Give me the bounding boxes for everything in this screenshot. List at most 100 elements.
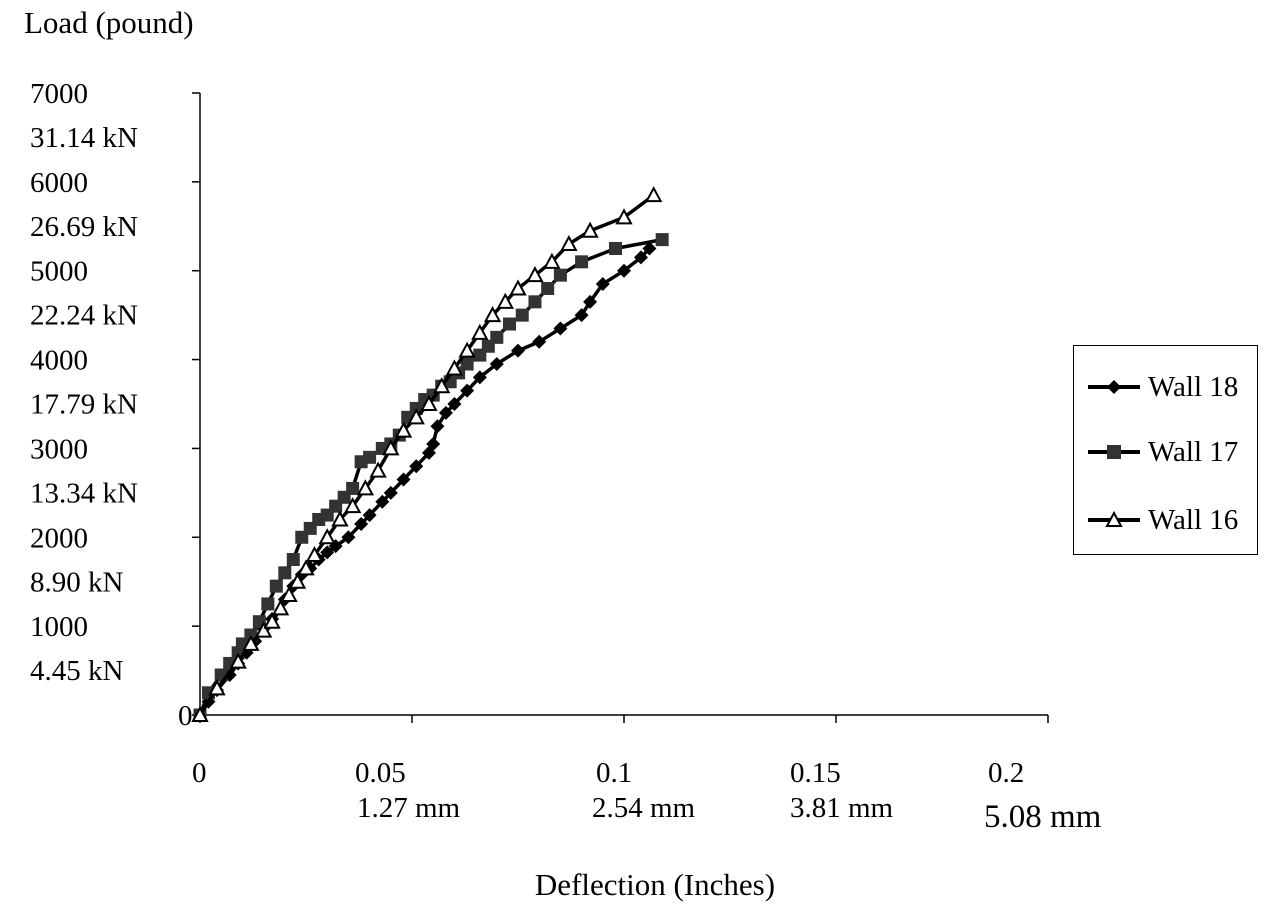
data-point (642, 241, 657, 256)
data-point (382, 439, 400, 456)
y-tick-label: 7000 (30, 78, 88, 110)
data-point (383, 485, 398, 500)
x-tick-label: 0.15 (790, 757, 841, 789)
data-point (354, 516, 369, 531)
data-point (269, 579, 283, 593)
data-point (617, 263, 631, 278)
data-point (430, 419, 445, 434)
y-tick-sublabel: 4.45 kN (30, 655, 124, 687)
data-point (655, 233, 669, 247)
data-point (318, 528, 336, 545)
data-point (356, 479, 375, 496)
data-point (320, 545, 335, 560)
data-point (541, 281, 555, 295)
data-point (407, 408, 425, 425)
y-tick-sublabel: 31.14 kN (30, 122, 138, 154)
y-tick-sublabel: 17.79 kN (30, 389, 138, 421)
data-point (503, 317, 517, 331)
legend: Wall 18 Wall 17 Wall 16 (1073, 345, 1258, 555)
series-wall-16 (191, 186, 663, 722)
axes (192, 92, 1049, 723)
data-point (409, 459, 424, 474)
square-marker-icon (1088, 445, 1140, 459)
data-point (532, 334, 547, 349)
x-tick-sublabel: 3.81 mm (790, 792, 894, 824)
data-point (511, 343, 525, 358)
x-tick-label: 0.05 (355, 757, 406, 789)
data-point (526, 266, 544, 283)
y-tick-label: 1000 (30, 611, 88, 643)
data-point (583, 294, 598, 309)
data-point (553, 268, 567, 282)
data-point (396, 472, 411, 487)
data-point (574, 308, 589, 323)
y-tick-sublabel: 26.69 kN (30, 211, 138, 243)
data-point (445, 359, 464, 376)
y-tick-sublabel: 13.34 kN (30, 477, 138, 509)
data-point (490, 330, 504, 344)
x-tick-sublabel: 5.08 mm (984, 799, 1102, 835)
series-line-wall-17 (198, 237, 663, 716)
data-point (438, 405, 453, 420)
data-point (595, 277, 610, 292)
series-wall-17 (193, 233, 669, 722)
x-tick-label: 0.1 (596, 757, 632, 789)
data-point (489, 357, 504, 372)
x-axis-title: Deflection (Inches) (535, 867, 775, 902)
data-point (286, 553, 300, 566)
data-point (278, 566, 292, 580)
data-point (297, 559, 315, 576)
data-point (615, 208, 633, 225)
legend-label: Wall 18 (1148, 370, 1239, 403)
data-point (447, 397, 462, 411)
y-axis-title: Load (pound) (24, 5, 194, 40)
data-point (331, 510, 349, 527)
data-point (471, 323, 489, 340)
x-tick-sublabel: 2.54 mm (592, 792, 696, 824)
data-point (394, 421, 413, 438)
data-point (242, 634, 260, 651)
y-tick-label: 5000 (30, 256, 88, 288)
x-tick-label: 0.2 (988, 757, 1024, 789)
y-tick-label: 4000 (30, 345, 88, 377)
y-tick-label: 3000 (30, 433, 88, 465)
data-point (208, 679, 226, 696)
data-point (581, 221, 599, 238)
data-point (543, 252, 561, 269)
data-point (375, 494, 390, 509)
data-point (528, 295, 542, 309)
data-point (288, 572, 307, 589)
tick-labels: 0 1000 4.45 kN 2000 8.90 kN 3000 13.34 kN 4000 1… (30, 78, 1102, 835)
data-point (575, 255, 589, 269)
data-point (553, 321, 568, 336)
data-point (346, 481, 360, 495)
series-wall-18 (193, 241, 657, 722)
data-point (261, 597, 275, 611)
data-point (483, 306, 502, 323)
data-point (363, 450, 377, 464)
legend-item-wall-17: Wall 17 (1084, 435, 1239, 468)
data-point (271, 599, 290, 616)
data-point (263, 612, 281, 629)
legend-item-wall-18: Wall 18 (1084, 370, 1239, 403)
legend-label: Wall 16 (1148, 503, 1239, 536)
series-layer (191, 186, 669, 722)
legend-label: Wall 17 (1148, 435, 1239, 468)
legend-item-wall-16: Wall 16 (1084, 503, 1239, 536)
y-tick-sublabel: 22.24 kN (30, 300, 138, 332)
x-tick-sublabel: 1.27 mm (357, 792, 461, 824)
triangle-marker-icon (1088, 510, 1140, 527)
y-tick-label: 0 (178, 700, 193, 732)
data-point (433, 377, 451, 394)
data-point (229, 652, 247, 669)
data-point (191, 705, 209, 722)
data-point (426, 436, 441, 451)
data-point (645, 186, 663, 203)
data-point (280, 585, 298, 603)
data-point (341, 530, 356, 545)
data-point (362, 508, 377, 523)
data-point (472, 370, 487, 385)
y-tick-label: 6000 (30, 167, 88, 199)
data-point (509, 279, 527, 296)
